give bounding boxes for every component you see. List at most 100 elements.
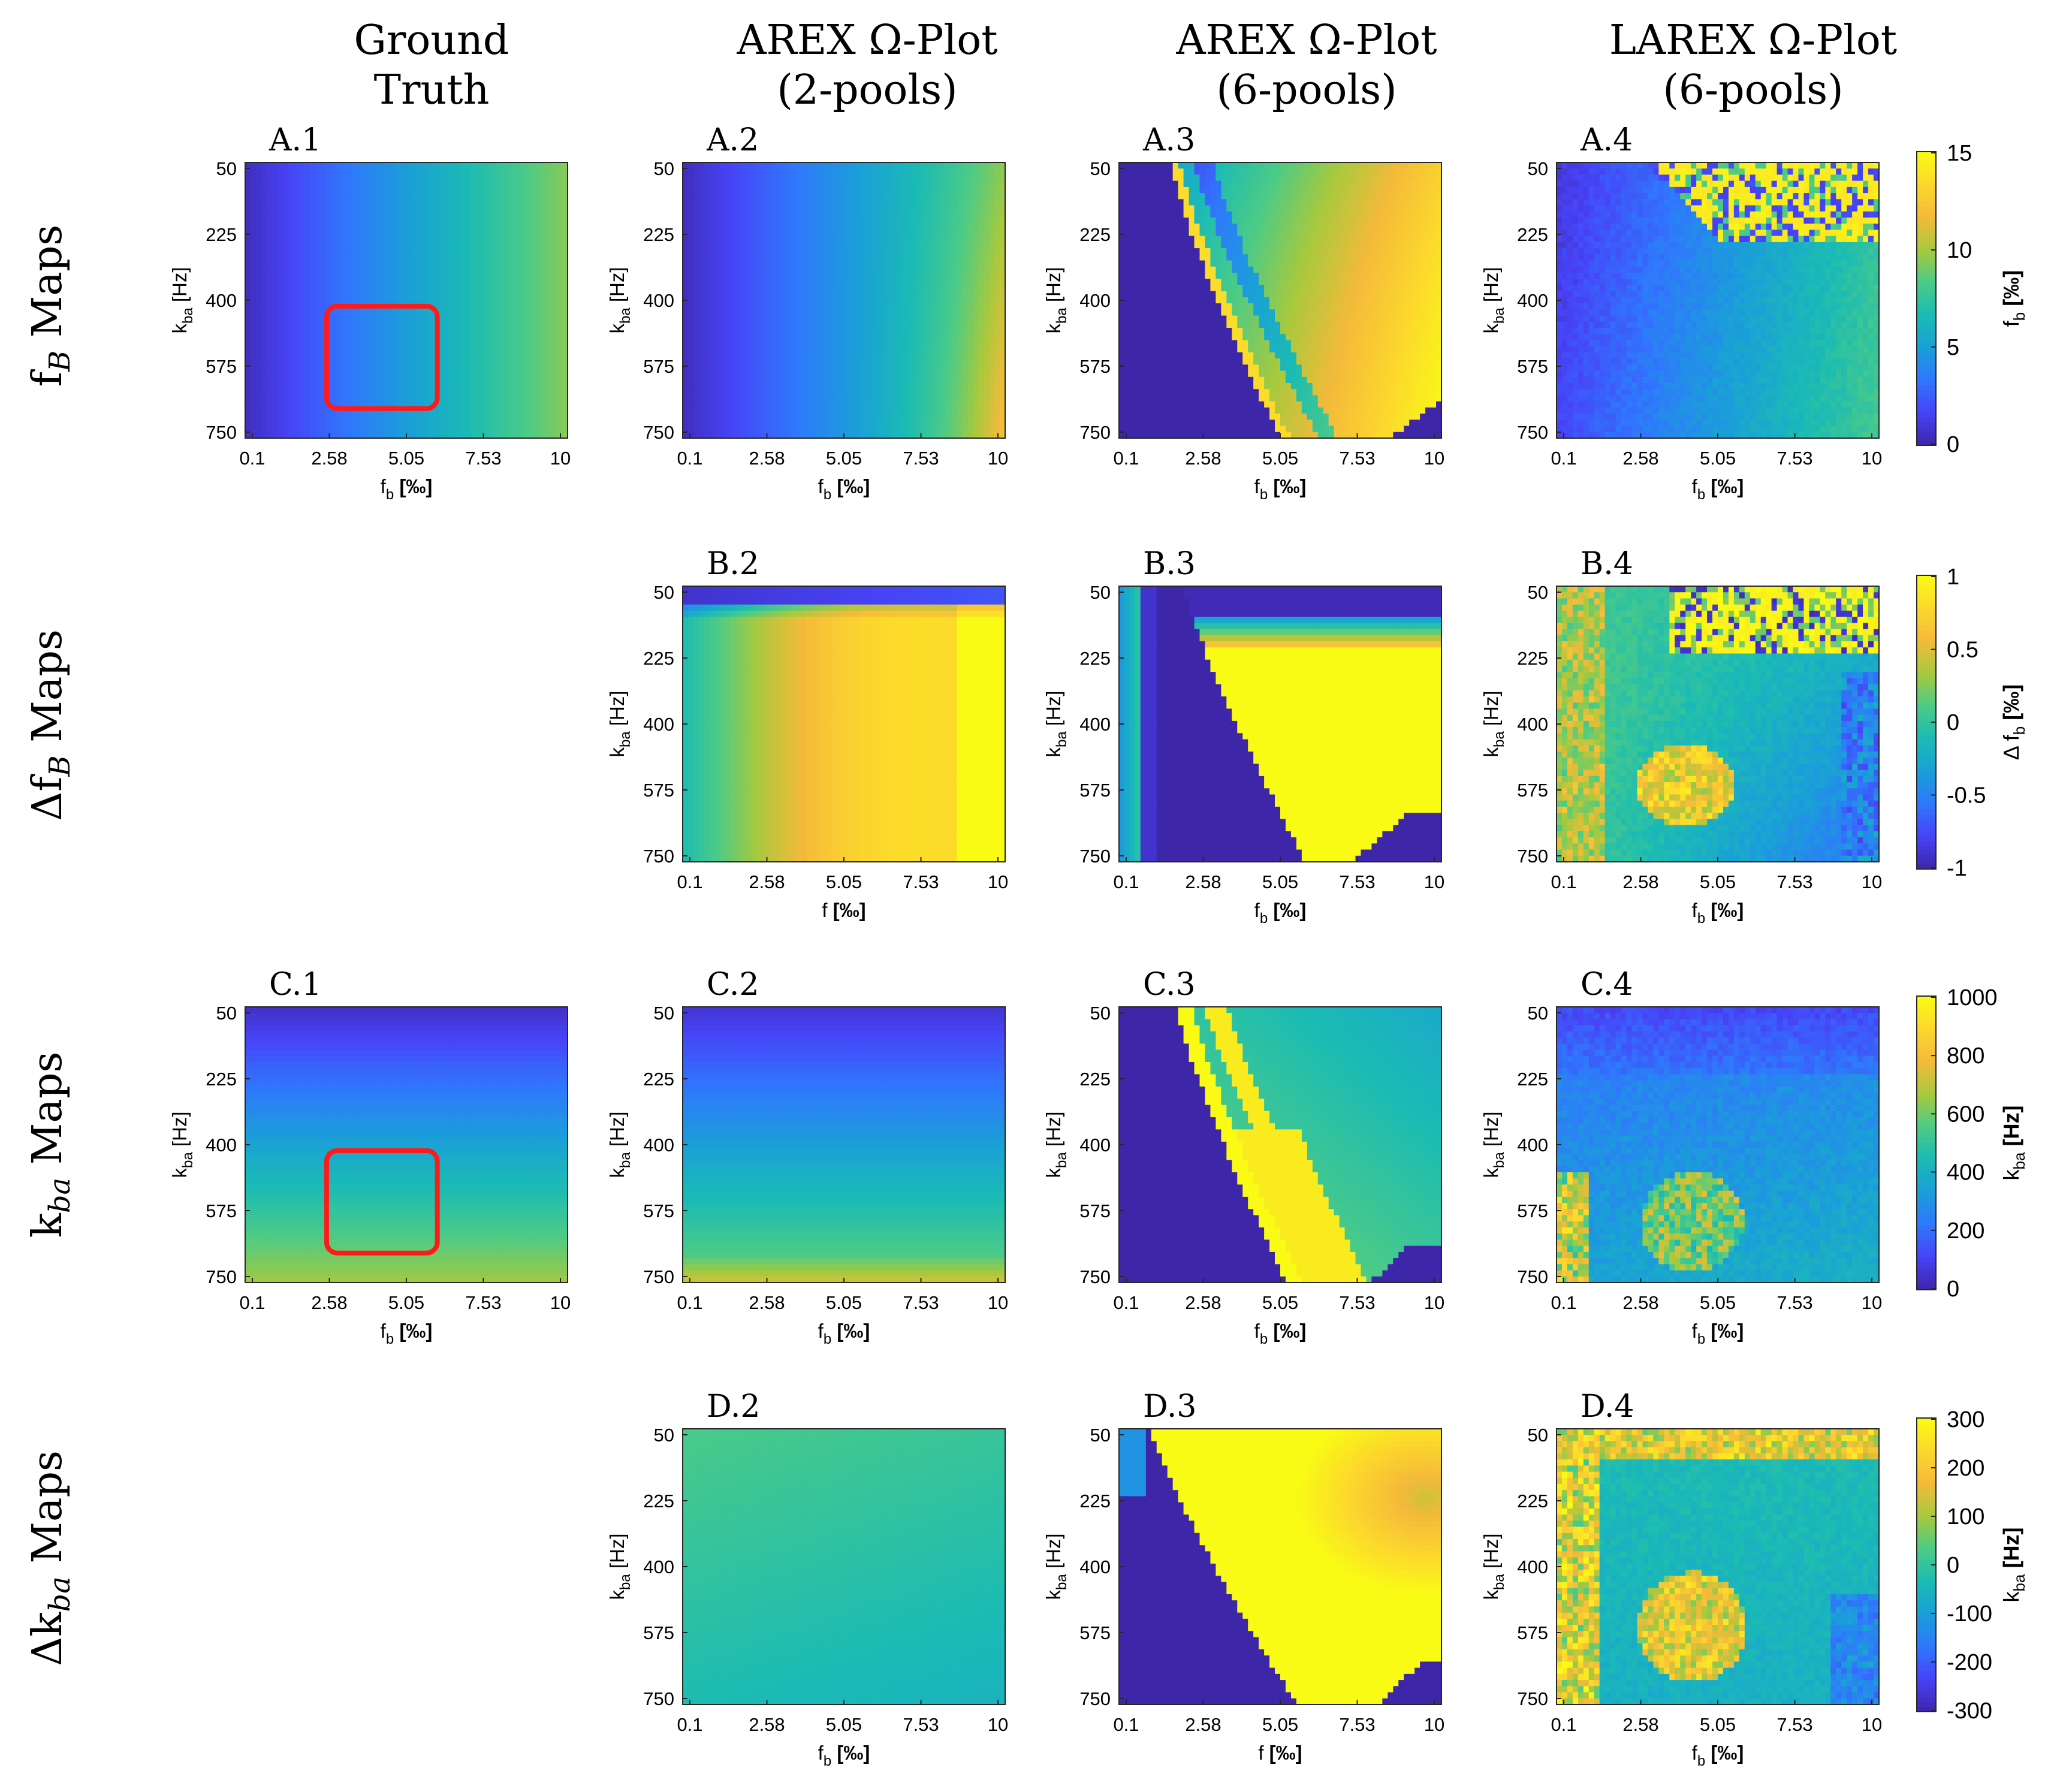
heatmap-cell bbox=[508, 376, 514, 384]
heatmap-cell bbox=[806, 205, 812, 212]
heatmap-cell bbox=[497, 346, 503, 353]
heatmap-cell bbox=[919, 180, 925, 188]
heatmap-cell bbox=[731, 364, 737, 372]
heatmap-cell bbox=[854, 291, 861, 298]
heatmap-cell bbox=[774, 370, 780, 378]
heatmap-cell bbox=[731, 346, 737, 353]
heatmap-cell bbox=[806, 346, 812, 353]
heatmap-cell bbox=[272, 211, 278, 218]
heatmap-cell bbox=[693, 340, 699, 347]
heatmap-cell bbox=[309, 334, 316, 341]
heatmap-cell bbox=[250, 248, 257, 255]
heatmap-cell bbox=[978, 266, 984, 273]
heatmap-cell bbox=[940, 297, 946, 304]
heatmap-cell bbox=[401, 230, 407, 237]
heatmap-cell bbox=[768, 309, 775, 316]
heatmap-cell bbox=[390, 193, 396, 200]
heatmap-cell bbox=[946, 224, 952, 231]
heatmap-cell bbox=[994, 162, 1000, 169]
heatmap-cell bbox=[763, 224, 770, 231]
heatmap-cell bbox=[358, 180, 364, 188]
heatmap-cell bbox=[530, 242, 536, 249]
heatmap-cell bbox=[839, 260, 844, 267]
heatmap-cell bbox=[557, 162, 563, 169]
heatmap-cell bbox=[444, 407, 450, 414]
heatmap-cell bbox=[417, 328, 423, 334]
heatmap-cell bbox=[358, 248, 364, 255]
heatmap-cell bbox=[817, 254, 823, 261]
heatmap-cell bbox=[390, 346, 396, 353]
heatmap-cell bbox=[903, 193, 909, 200]
heatmap-cell bbox=[401, 211, 407, 218]
heatmap-cell bbox=[385, 236, 391, 243]
heatmap-cell bbox=[844, 370, 850, 378]
heatmap-cell bbox=[503, 340, 509, 347]
heatmap-cell bbox=[524, 383, 530, 390]
heatmap-cell bbox=[709, 254, 716, 261]
heatmap-cell bbox=[449, 407, 456, 414]
heatmap-cell bbox=[401, 358, 407, 365]
heatmap-cell bbox=[720, 364, 726, 372]
heatmap-cell bbox=[790, 279, 796, 286]
heatmap-cell bbox=[989, 186, 995, 194]
heatmap-cell bbox=[709, 260, 716, 267]
heatmap-cell bbox=[978, 340, 984, 347]
heatmap-cell bbox=[304, 168, 310, 176]
heatmap-cell bbox=[779, 218, 785, 224]
heatmap-cell bbox=[347, 315, 353, 322]
heatmap-cell bbox=[315, 162, 321, 169]
heatmap-cell bbox=[304, 432, 310, 439]
heatmap-cell bbox=[940, 273, 946, 279]
heatmap-cell bbox=[438, 358, 445, 365]
heatmap-cell bbox=[940, 315, 946, 322]
heatmap-cell bbox=[519, 199, 525, 206]
heatmap-cell bbox=[465, 205, 472, 212]
heatmap-cell bbox=[951, 193, 957, 200]
heatmap-cell bbox=[698, 230, 705, 237]
heatmap-cell bbox=[779, 315, 785, 322]
heatmap-cell bbox=[551, 389, 557, 396]
heatmap-cell bbox=[401, 321, 407, 328]
heatmap-cell bbox=[385, 364, 391, 372]
heatmap-cell bbox=[720, 279, 726, 286]
heatmap-cell bbox=[698, 248, 705, 255]
heatmap-cell bbox=[250, 224, 257, 231]
heatmap-cell bbox=[325, 205, 332, 212]
heatmap-cell bbox=[315, 309, 321, 316]
heatmap-cell bbox=[946, 279, 952, 286]
heatmap-cell bbox=[508, 205, 514, 212]
heatmap-cell bbox=[261, 420, 267, 427]
heatmap-cell bbox=[967, 186, 973, 194]
heatmap-cell bbox=[763, 279, 770, 286]
heatmap-cell bbox=[417, 162, 423, 169]
heatmap-cell bbox=[930, 285, 936, 292]
heatmap-cell bbox=[379, 370, 385, 378]
heatmap-cell bbox=[369, 309, 375, 316]
heatmap-cell bbox=[779, 199, 785, 206]
heatmap-cell bbox=[250, 254, 257, 261]
heatmap-cell bbox=[379, 309, 385, 316]
heatmap-cell bbox=[401, 420, 407, 427]
heatmap-cell bbox=[342, 346, 348, 353]
heatmap-cell bbox=[817, 186, 823, 194]
heatmap-cell bbox=[994, 279, 1000, 286]
heatmap-cell bbox=[881, 242, 888, 249]
heatmap-cell bbox=[427, 321, 434, 328]
heatmap-cell bbox=[731, 285, 737, 292]
heatmap-cell bbox=[438, 315, 445, 322]
heatmap-cell bbox=[973, 285, 979, 292]
heatmap-cell bbox=[422, 309, 429, 316]
heatmap-cell bbox=[859, 315, 866, 322]
heatmap-cell bbox=[978, 334, 984, 341]
heatmap-cell bbox=[508, 395, 514, 402]
heatmap-cell bbox=[774, 248, 780, 255]
heatmap-cell bbox=[828, 334, 834, 341]
heatmap-cell bbox=[325, 291, 332, 298]
heatmap-cell bbox=[725, 236, 732, 243]
heatmap-cell bbox=[406, 334, 412, 341]
heatmap-cell bbox=[374, 186, 380, 194]
heatmap-cell bbox=[481, 273, 488, 279]
heatmap-cell bbox=[422, 254, 429, 261]
heatmap-cell bbox=[774, 303, 780, 310]
heatmap-cell bbox=[476, 291, 482, 298]
